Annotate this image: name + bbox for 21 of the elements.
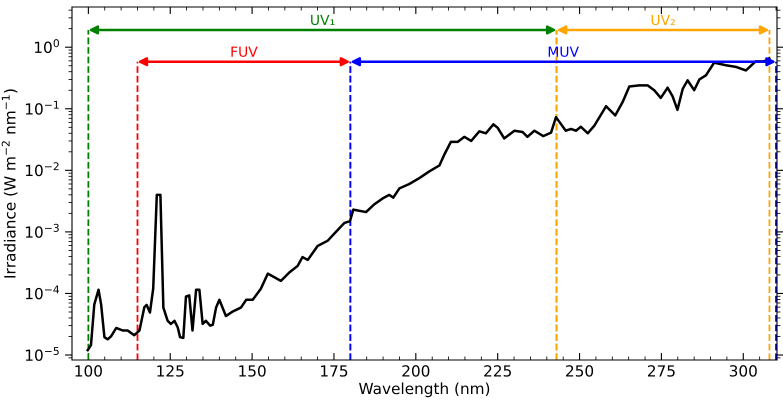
x-tick-label: 125 [157,365,184,377]
x-tick-label: 300 [730,365,757,377]
y-tick-label: 10$^{−1}$ [26,100,59,115]
x-tick-label: 100 [75,365,102,377]
y-tick-label: 10$^{−5}$ [26,347,59,361]
y-tick-label: 10$^{−4}$ [26,286,60,300]
x-tick-label: 275 [648,365,675,377]
y-tick-label: 10$^{0}$ [34,39,59,54]
x-tick-label: 250 [566,365,594,377]
ref-line-label: MUV [548,46,579,57]
y-axis-title: Irradiance (W m$^{−2}$ nm$^{−1}$) [2,89,18,278]
ref-line-label: UV₂ [652,14,675,26]
x-tick-label: 225 [484,365,511,377]
x-tick-label: 175 [321,365,348,377]
y-tick-label: 10$^{−3}$ [26,224,59,238]
ref-line-label: FUV [231,46,258,57]
ref-line-label: UV₁ [311,14,334,26]
y-tick-label: 10$^{−2}$ [26,162,59,176]
x-tick-label: 200 [402,365,430,377]
x-axis-title: Wavelength (nm) [359,382,490,398]
x-tick-label: 150 [239,365,266,377]
